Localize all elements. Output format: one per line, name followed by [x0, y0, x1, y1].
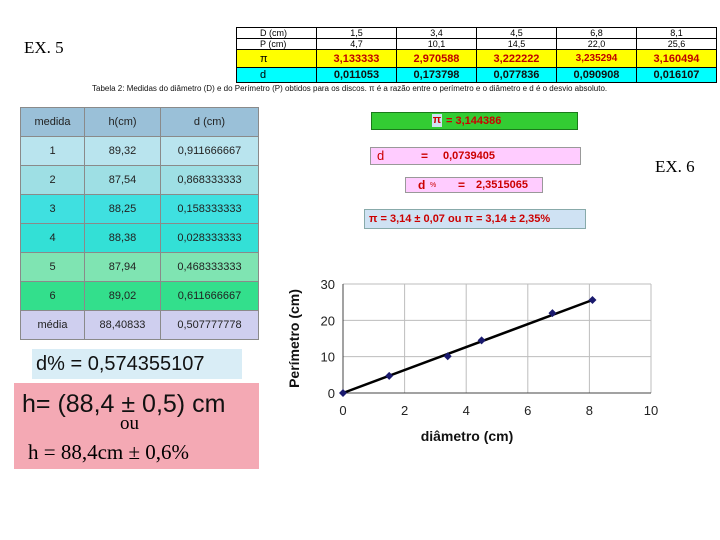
data-point — [548, 309, 557, 318]
x-tick-label: 2 — [401, 403, 408, 418]
data-point — [477, 336, 486, 345]
header-medida: medida — [20, 107, 85, 137]
header-h: h(cm) — [84, 107, 161, 137]
y-axis-label: Perímetro (cm) — [286, 289, 302, 388]
data-point — [385, 371, 394, 380]
y-tick-label: 20 — [321, 313, 335, 328]
dpct-eq: = — [458, 178, 466, 192]
cell-pi: 3,235294 — [556, 49, 637, 68]
pi-box: π = 3,144386 — [371, 112, 578, 130]
cell-pi: 2,970588 — [396, 49, 477, 68]
d-box-eq: = — [421, 149, 429, 163]
pi-result: π = 3,14 ± 0,07 ou π = 3,14 ± 2,35% — [364, 209, 586, 229]
cell-pi: 3,222222 — [476, 49, 557, 68]
x-tick-label: 0 — [339, 403, 346, 418]
d-percent-pink-box: d % = 2,3515065 — [405, 177, 543, 193]
header-d: d (cm) — [160, 107, 259, 137]
height-table: medida h(cm) d (cm) 1 89,32 0,911666667 … — [20, 107, 259, 340]
table-cell: 0,507777778 — [160, 310, 259, 340]
cell-d: 0,016107 — [636, 67, 717, 83]
y-tick-label: 0 — [328, 386, 335, 401]
table-cell: 0,468333333 — [160, 252, 259, 282]
x-tick-label: 10 — [644, 403, 658, 418]
table-caption: Tabela 2: Medidas do diâmetro (D) e do P… — [92, 84, 608, 93]
table-cell: 3 — [20, 194, 85, 224]
table-cell: 88,40833 — [84, 310, 161, 340]
cell-pi: 3,160494 — [636, 49, 717, 68]
y-tick-label: 10 — [321, 350, 335, 365]
x-tick-label: 8 — [586, 403, 593, 418]
table-cell: 88,25 — [84, 194, 161, 224]
x-tick-label: 6 — [524, 403, 531, 418]
cell-d: 0,011053 — [316, 67, 397, 83]
h-result: h= (88,4 ± 0,5) cm — [22, 390, 226, 418]
ou-text: ou — [120, 413, 139, 434]
table-cell: 0,911666667 — [160, 136, 259, 166]
pi-symbol: π — [432, 114, 442, 127]
table-cell: 0,868333333 — [160, 165, 259, 195]
cell-d: 0,173798 — [396, 67, 477, 83]
row-label-d: d — [236, 67, 317, 83]
table-cell: 89,32 — [84, 136, 161, 166]
measurements-table: D (cm) 1,5 3,4 4,5 6,8 8,1 P (cm) 4,7 10… — [236, 27, 717, 83]
data-point — [588, 295, 597, 304]
h-result-box — [14, 383, 259, 469]
pi-value: = 3,144386 — [446, 115, 502, 127]
dpct-sub: % — [430, 182, 437, 189]
cell-d: 0,090908 — [556, 67, 637, 83]
ex5-label: EX. 5 — [24, 38, 64, 57]
table-cell: 89,02 — [84, 281, 161, 311]
dpct-value: 2,3515065 — [476, 179, 528, 191]
ex6-label: EX. 6 — [655, 157, 695, 176]
dpct-label: d — [418, 178, 426, 192]
d-percent-box: d% = 0,574355107 — [32, 349, 242, 379]
data-point — [339, 389, 347, 397]
cell-d: 0,077836 — [476, 67, 557, 83]
y-tick-label: 30 — [321, 277, 335, 292]
h-alt: h = 88,4cm ± 0,6% — [28, 440, 190, 464]
x-tick-label: 4 — [463, 403, 470, 418]
d-box-label: d — [377, 148, 385, 163]
data-point — [443, 352, 452, 361]
table-cell: 87,54 — [84, 165, 161, 195]
d-box-value: 0,0739405 — [443, 150, 495, 162]
table-cell: 0,028333333 — [160, 223, 259, 253]
table-cell: média — [20, 310, 85, 340]
table-cell: 4 — [20, 223, 85, 253]
x-axis-label: diâmetro (cm) — [421, 428, 514, 444]
d-box: d = 0,0739405 — [370, 147, 581, 165]
